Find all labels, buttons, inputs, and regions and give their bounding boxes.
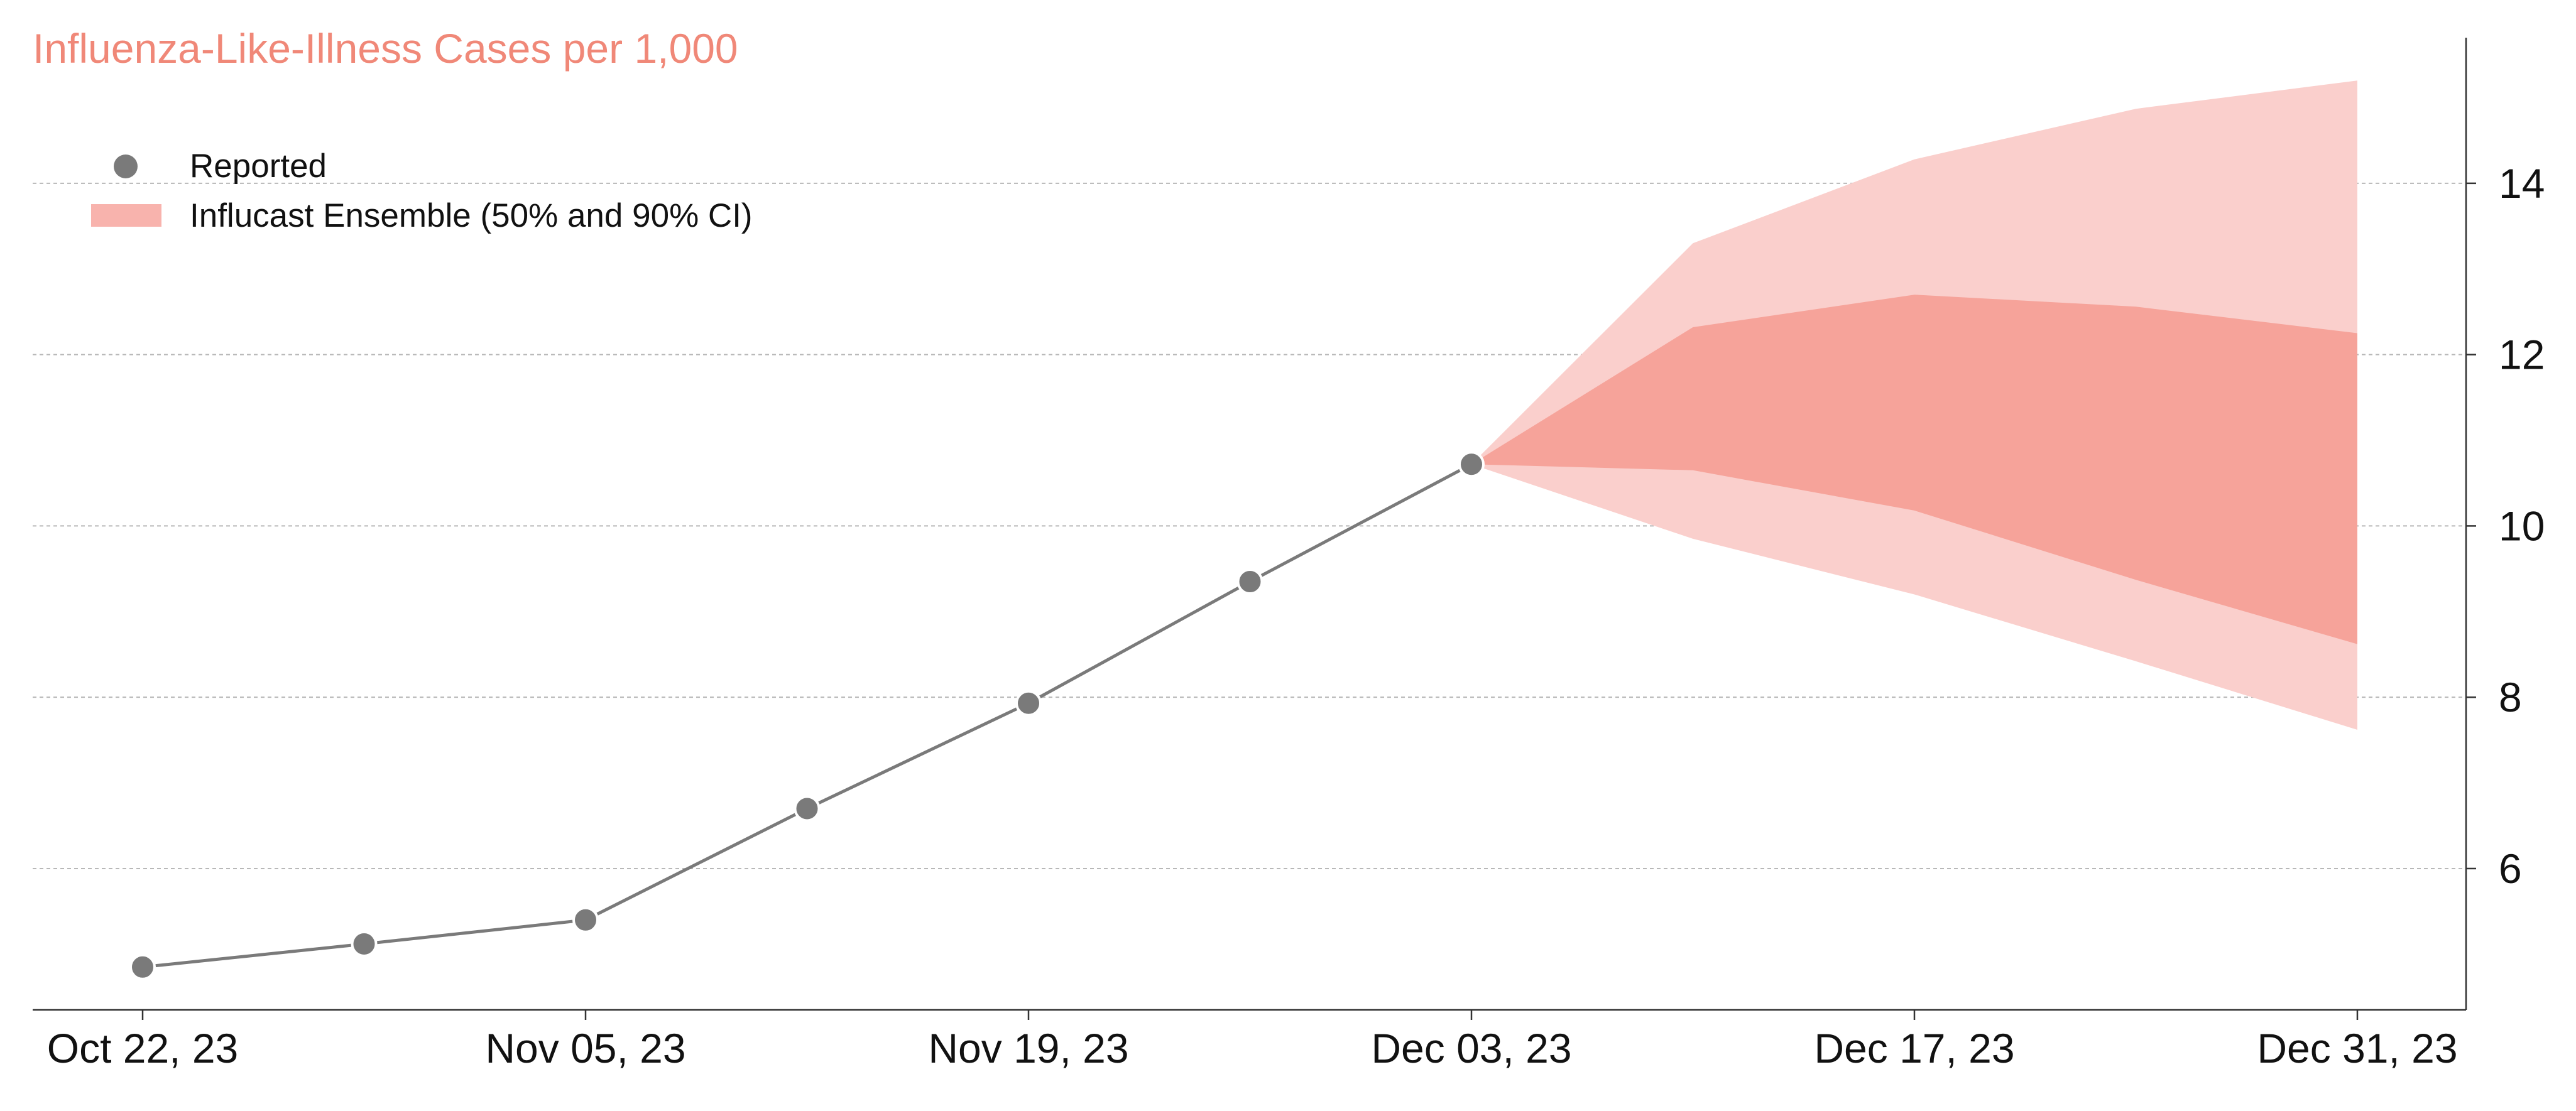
reported-point [1236, 568, 1263, 595]
x-tick-label: Oct 22, 23 [47, 1025, 239, 1071]
axes: 6 8 10 12 14 Oct 22, 23 Nov 05, 23 Nov 19, 23 De… [33, 38, 2545, 1071]
reported-point [1015, 690, 1042, 717]
reported-point [572, 906, 599, 933]
band-50-ci [1471, 295, 2357, 644]
y-tick-label: 10 [2499, 502, 2545, 549]
x-tick-label: Dec 31, 23 [2257, 1025, 2457, 1071]
legend-marker-reported [114, 154, 138, 178]
x-tick-label: Nov 05, 23 [485, 1025, 685, 1071]
legend-label-forecast: Influcast Ensemble (50% and 90% CI) [190, 197, 753, 234]
forecast-bands [1471, 80, 2357, 730]
y-tick-label: 12 [2499, 332, 2545, 378]
y-tick-label: 8 [2499, 674, 2522, 720]
reported-series [129, 451, 1485, 980]
y-tick-label: 14 [2499, 160, 2545, 207]
chart-title: Influenza-Like-Illness Cases per 1,000 [33, 25, 738, 72]
reported-point [351, 930, 378, 957]
legend: Reported Influcast Ensemble (50% and 90% … [91, 148, 753, 234]
reported-point [794, 795, 821, 822]
legend-label-reported: Reported [190, 148, 327, 185]
reported-line [142, 462, 1473, 969]
x-tick-label: Dec 17, 23 [1814, 1025, 2014, 1071]
x-tick-label: Nov 19, 23 [928, 1025, 1128, 1071]
x-tick-label: Dec 03, 23 [1371, 1025, 1571, 1071]
reported-point [129, 953, 156, 980]
reported-point [1458, 451, 1485, 478]
y-tick-label: 6 [2499, 845, 2522, 892]
legend-swatch-forecast [91, 204, 161, 227]
